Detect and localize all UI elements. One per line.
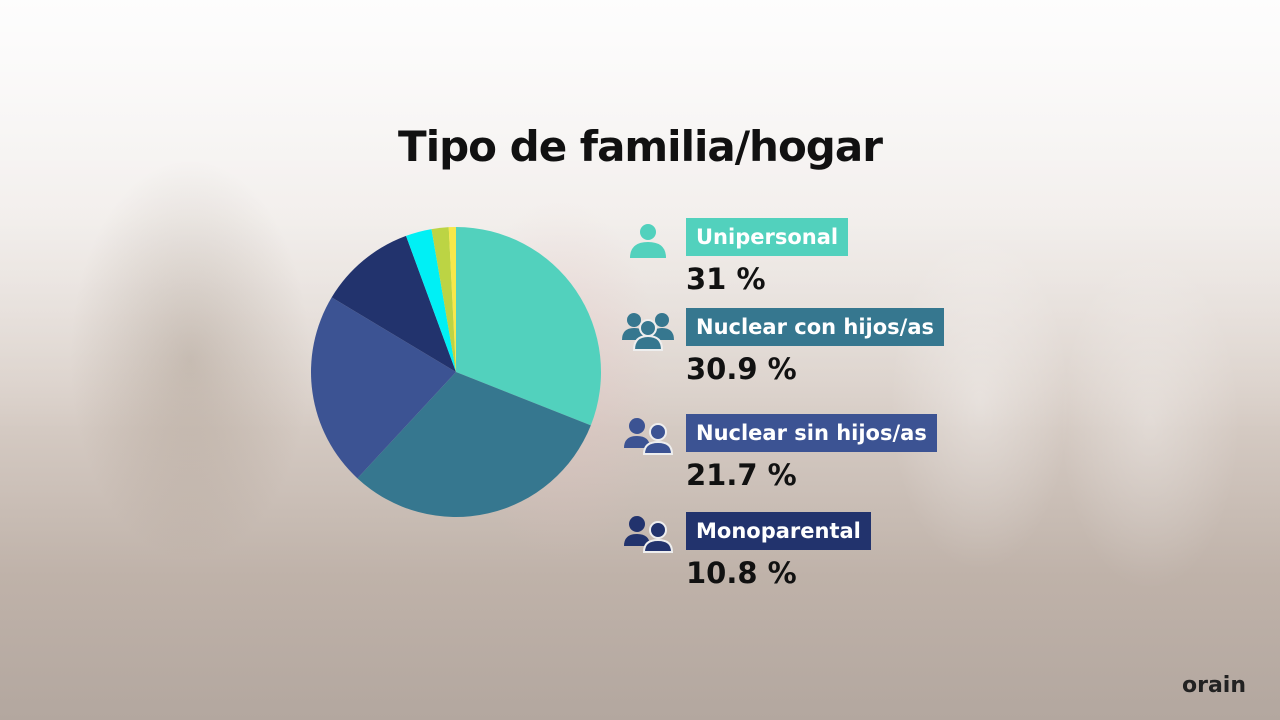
pie-slice-nuclear-sin-hijos-as: [311, 297, 456, 479]
legend-label: Unipersonal: [686, 218, 849, 256]
two-people-icon: [624, 516, 674, 553]
pie-slice-6: [448, 227, 456, 372]
legend-label: Nuclear sin hijos/as: [686, 414, 937, 452]
chart-title: Tipo de familia/hogar: [398, 122, 883, 171]
data-label: 31 %: [686, 262, 766, 296]
single-person-icon: [630, 224, 666, 258]
data-label: 10.8 %: [686, 556, 797, 590]
pie-chart: [311, 227, 601, 517]
pie-slice-monoparental: [331, 235, 456, 372]
two-people-icon: [624, 418, 674, 455]
group-of-three-icon: [622, 313, 674, 351]
pie-slice-unipersonal: [456, 227, 601, 426]
legend-label: Monoparental: [686, 512, 871, 550]
legend-label: Nuclear con hijos/as: [686, 308, 945, 346]
data-label: 30.9 %: [686, 352, 797, 386]
pie-slice-5: [431, 227, 456, 372]
pie-slice-nuclear-con-hijos-as: [357, 372, 591, 517]
pie-slice-4: [406, 229, 456, 372]
orain-logo: orain: [1181, 673, 1246, 698]
data-label: 21.7 %: [686, 458, 797, 492]
